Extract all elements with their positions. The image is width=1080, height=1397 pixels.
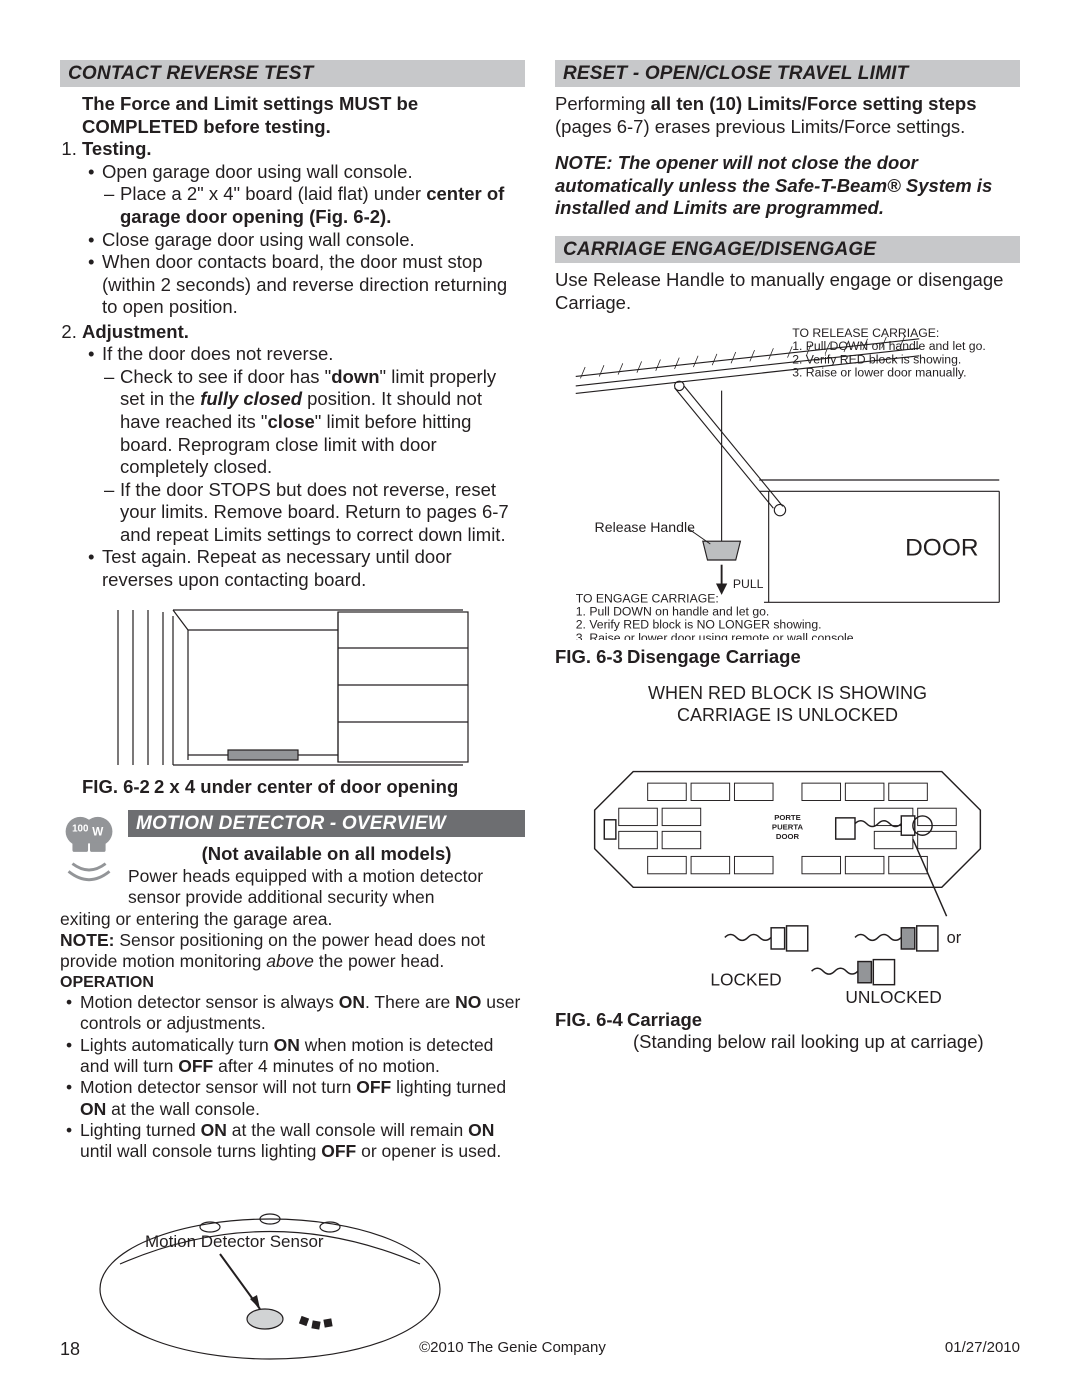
op-b1: Motion detector sensor is always ON. The… (80, 992, 525, 1035)
op-b2: Lights automatically turn ON when motion… (80, 1035, 525, 1078)
adjust-b1-d1: Check to see if door has "down" limit pr… (120, 366, 525, 479)
testing-head: Testing. (82, 138, 152, 159)
to-release-head: TO RELEASE CARRIAGE: (792, 326, 939, 340)
adjust-b2: Test again. Repeat as necessary until do… (102, 546, 525, 591)
door-label: DOOR (905, 535, 978, 562)
op-b4: Lighting turned ON at the wall console w… (80, 1120, 525, 1163)
fig62-caption: FIG. 6-22 x 4 under center of door openi… (60, 776, 525, 799)
svg-text:W: W (92, 825, 104, 838)
eng3: 3. Raise or lower door using remote or w… (576, 631, 857, 640)
footer-date: 01/27/2010 (945, 1339, 1020, 1361)
section-carriage: CARRIAGE ENGAGE/DISENGAGE (555, 236, 1020, 263)
testing-b1-d1: Place a 2" x 4" board (laid flat) under … (120, 183, 525, 228)
reset-note: NOTE: The opener will not close the door… (555, 152, 1020, 220)
section-contact-reverse: CONTACT REVERSE TEST (60, 60, 525, 87)
carriage-p: Use Release Handle to manually engage or… (555, 269, 1020, 314)
figure-6-3: TO RELEASE CARRIAGE: 1. Pull DOWN on han… (555, 320, 1020, 640)
fig64-sub: (Standing below rail looking up at carri… (555, 1031, 1020, 1054)
redblock-note: WHEN RED BLOCK IS SHOWINGCARRIAGE IS UNL… (555, 683, 1020, 727)
svg-text:PORTE: PORTE (774, 813, 801, 822)
eng1: 1. Pull DOWN on handle and let go. (576, 605, 770, 619)
eng2: 2. Verify RED block is NO LONGER showing… (576, 618, 822, 632)
motion-not-all-models: (Not available on all models) (128, 843, 525, 866)
adjustment-head: Adjustment. (82, 321, 189, 342)
to-engage-head: TO ENGAGE CARRIAGE: (576, 592, 719, 606)
fig64-caption: FIG. 6-4Carriage (555, 1009, 1020, 1032)
testing-b1: Open garage door using wall console. (102, 161, 413, 182)
figure-6-2 (113, 600, 473, 770)
test-adjust-list: Testing. Open garage door using wall con… (60, 138, 525, 591)
page-number: 18 (60, 1339, 80, 1361)
pull-label: PULL (733, 578, 764, 592)
motion-p1-cont: exiting or entering the garage area. (60, 909, 525, 930)
figure-6-4: PORTE PUERTA DOOR or LOCKED UNLOCKED (555, 733, 1020, 1003)
adjust-b1-d2: If the door STOPS but does not reverse, … (120, 479, 525, 547)
motion-bulb-icon: 100 W (60, 810, 120, 888)
operation-list: Motion detector sensor is always ON. The… (60, 992, 525, 1163)
rel1: 1. Pull DOWN on handle and let go. (792, 339, 986, 353)
force-limit-note: The Force and Limit settings MUST be COM… (60, 93, 525, 138)
motion-p1-partial: Power heads equipped with a motion detec… (128, 866, 525, 909)
locked-label: LOCKED (710, 969, 781, 989)
testing-b2: Close garage door using wall console. (102, 229, 525, 252)
motion-sensor-label: Motion Detector Sensor (145, 1232, 324, 1251)
testing-b3: When door contacts board, the door must … (102, 251, 525, 319)
section-motion-detector: MOTION DETECTOR - OVERVIEW (128, 810, 525, 837)
rel3: 3. Raise or lower door manually. (792, 366, 966, 380)
copyright: ©2010 The Genie Company (419, 1339, 606, 1361)
operation-head: OPERATION (60, 973, 525, 993)
adjust-b1: If the door does not reverse. (102, 343, 333, 364)
motion-note: NOTE: Sensor positioning on the power he… (60, 930, 525, 973)
section-reset: RESET - OPEN/CLOSE TRAVEL LIMIT (555, 60, 1020, 87)
op-b3: Motion detector sensor will not turn OFF… (80, 1077, 525, 1120)
rel2: 2. Verify RED block is showing. (792, 353, 961, 367)
svg-text:or: or (947, 929, 962, 947)
unlocked-label: UNLOCKED (845, 987, 941, 1003)
reset-p: Performing all ten (10) Limits/Force set… (555, 93, 1020, 138)
svg-text:PUERTA: PUERTA (772, 822, 804, 831)
svg-text:DOOR: DOOR (776, 832, 800, 841)
svg-text:100: 100 (72, 824, 89, 835)
page-footer: 18 ©2010 The Genie Company 01/27/2010 (60, 1339, 1020, 1361)
fig63-caption: FIG. 6-3Disengage Carriage (555, 646, 1020, 669)
release-handle-label: Release Handle (595, 519, 696, 535)
